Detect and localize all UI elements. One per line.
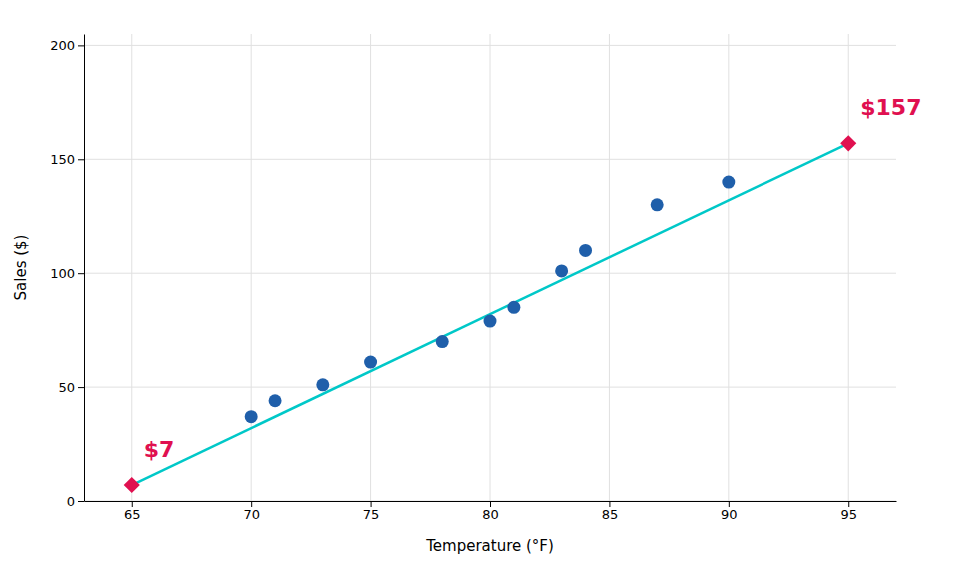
scatter-point [484,315,497,328]
y-axis-tick-label: 150 [50,152,75,167]
x-axis-tick-mark [490,501,491,507]
chart: 65 70 75 80 85 90 95 0 50 100 150 200 $7 $157 Temperat… [0,0,976,567]
data-label: $157 [860,95,921,120]
diamond-point [124,477,140,493]
y-axis-tick-label: 200 [50,38,75,53]
x-axis-tick: 65 [124,501,141,522]
y-axis-tick: 200 [50,38,84,53]
scatter-point [436,335,449,348]
y-axis-tick-mark [78,273,84,274]
y-axis-tick-mark [78,45,84,46]
grid-line-x [251,34,252,501]
x-axis-tick-label: 70 [243,507,260,522]
scatter-point [364,356,377,369]
diamond-point [840,135,856,151]
y-axis-line [84,35,85,502]
y-axis: 0 50 100 150 200 [50,35,84,509]
y-axis-title: Sales ($) [12,235,30,301]
x-axis-tick-label: 80 [482,507,499,522]
scatter-point [579,244,592,257]
x-axis-tick-mark [848,501,849,507]
y-axis-tick-mark [78,387,84,388]
x-axis-tick-mark [371,501,372,507]
x-axis-tick-label: 65 [124,507,141,522]
data-labels: $7 $157 [144,95,922,462]
y-axis-tick: 50 [58,380,84,395]
scatter-point [651,198,664,211]
grid-line-x [609,34,610,501]
x-axis-tick-label: 95 [840,507,857,522]
scatter-point [507,301,520,314]
y-axis-tick-mark [78,501,84,502]
grid-line-x [131,34,132,501]
grid-line-x [370,34,371,501]
x-axis-tick: 75 [363,501,380,522]
y-axis-tick-label: 0 [67,494,75,509]
grid-line-x [728,34,729,501]
line [132,143,848,485]
y-axis-tick: 150 [50,152,84,167]
scatter-point [722,176,735,189]
x-axis-tick: 70 [243,501,260,522]
scatter-point [555,264,568,277]
grid-line-x [490,34,491,501]
x-axis: 65 70 75 80 85 90 95 [85,501,897,522]
x-axis-tick-mark [609,501,610,507]
data-label: $7 [144,437,175,462]
x-axis-tick-mark [251,501,252,507]
grid-line-y [84,273,896,274]
scatter-point [245,410,258,423]
x-axis-tick-mark [132,501,133,507]
y-axis-tick: 0 [67,494,84,509]
x-axis-tick-label: 85 [602,507,619,522]
x-axis-tick: 85 [602,501,619,522]
grid-line-y [84,45,896,46]
plot-area [124,135,857,493]
x-axis-tick-mark [729,501,730,507]
scatter-point [316,378,329,391]
x-axis-tick: 95 [840,501,857,522]
grid-line-y [84,387,896,388]
chart-container: 65 70 75 80 85 90 95 0 50 100 150 200 $7 $157 Temperat… [0,0,976,567]
x-axis-tick: 80 [482,501,499,522]
y-axis-tick-mark [78,159,84,160]
y-axis-tick-label: 100 [50,266,75,281]
grid-line-x [848,34,849,501]
x-axis-tick: 90 [721,501,738,522]
grid-line-y [84,159,896,160]
y-axis-tick: 100 [50,266,84,281]
scatter-point [269,394,282,407]
x-axis-tick-label: 75 [363,507,380,522]
x-axis-tick-label: 90 [721,507,738,522]
grid [84,34,896,501]
x-axis-title: Temperature (°F) [425,537,554,555]
y-axis-tick-label: 50 [58,380,75,395]
